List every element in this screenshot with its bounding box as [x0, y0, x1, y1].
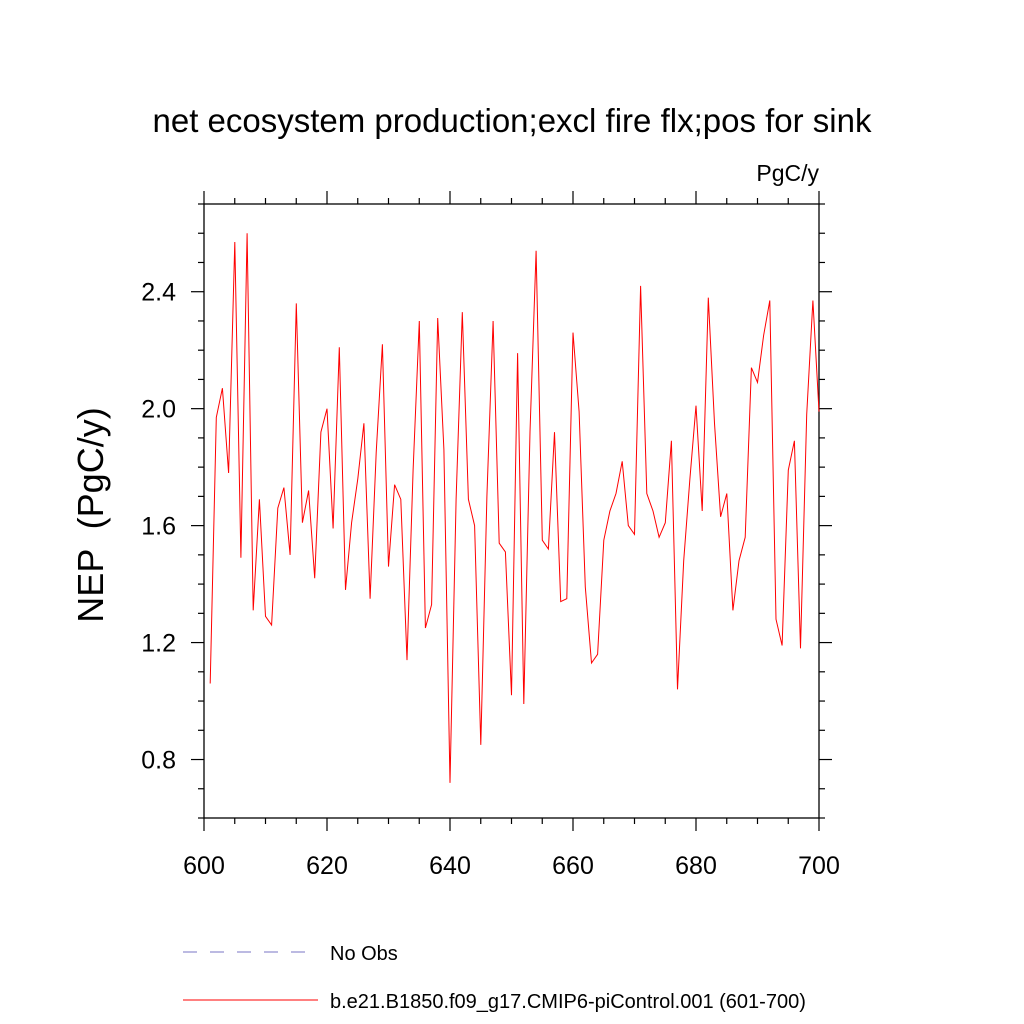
- y-tick-label: 2.0: [141, 396, 176, 424]
- y-tick-label: 0.8: [141, 747, 176, 775]
- x-tick-label: 640: [429, 852, 471, 880]
- plot-area: [203, 203, 820, 819]
- x-tick-label: 700: [798, 852, 840, 880]
- y-tick-label: 1.2: [141, 630, 176, 658]
- legend-label: No Obs: [330, 943, 398, 965]
- legend-label: b.e21.B1850.f09_g17.CMIP6-piControl.001 …: [330, 991, 806, 1013]
- axis-tick-labels: 600 620 640 660 680 700 0.8 1.2 1.6 2.0 2.4: [141, 279, 840, 880]
- x-tick-label: 620: [306, 852, 348, 880]
- y-tick-label: 1.6: [141, 513, 176, 541]
- x-tick-label: 600: [183, 852, 225, 880]
- y-axis-label: NEP (PgC/y): [70, 407, 111, 622]
- units-label: PgC/y: [756, 160, 819, 186]
- legend: No Obs b.e21.B1850.f09_g17.CMIP6-piContro…: [183, 943, 806, 1013]
- plot-frame: [203, 203, 820, 819]
- chart-title: net ecosystem production;excl fire flx;p…: [153, 102, 872, 139]
- series-line: [209, 233, 820, 783]
- x-tick-label: 680: [675, 852, 717, 880]
- y-tick-label: 2.4: [141, 279, 176, 307]
- axis-ticks: [191, 191, 832, 831]
- series-layer: [209, 233, 820, 783]
- x-tick-label: 660: [552, 852, 594, 880]
